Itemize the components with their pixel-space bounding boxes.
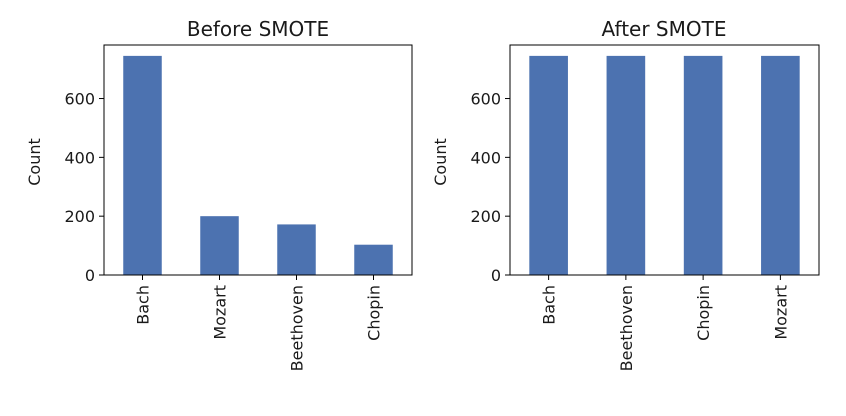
- bar-beethoven: [606, 55, 646, 275]
- axes-frame: [103, 44, 413, 276]
- bar-beethoven: [277, 224, 316, 275]
- y-tick-label: 0: [491, 266, 501, 285]
- chart-title: Before SMOTE: [187, 17, 329, 41]
- bar-chopin: [683, 55, 723, 275]
- x-tick-label: Chopin: [694, 285, 713, 341]
- y-tick-label: 0: [85, 266, 95, 285]
- x-tick-label: Mozart: [211, 285, 230, 340]
- y-tick-label: 600: [470, 90, 501, 109]
- bar-bach: [123, 55, 162, 275]
- chart-title: After SMOTE: [602, 17, 727, 41]
- x-tick-label: Bach: [134, 285, 153, 325]
- x-tick-label: Chopin: [365, 285, 384, 341]
- y-axis-label: Count: [25, 138, 44, 186]
- x-tick-label: Bach: [540, 285, 559, 325]
- plot-area: 0 200 400 600 Bach Mozart Beethoven Chopin: [64, 44, 413, 371]
- y-tick-label: 600: [64, 90, 95, 109]
- y-tick-label: 200: [64, 207, 95, 226]
- y-axis-label: Count: [431, 138, 450, 186]
- bar-mozart: [200, 216, 239, 275]
- chart-before-smote: Before SMOTE Count 0 200 400 600 Bach Mozart B…: [25, 17, 413, 371]
- y-tick-label: 400: [470, 148, 501, 167]
- x-tick-label: Beethoven: [288, 285, 307, 371]
- axes-frame: [509, 44, 820, 276]
- bar-mozart: [761, 55, 800, 275]
- x-tick-label: Beethoven: [617, 285, 636, 371]
- x-tick-label: Mozart: [771, 285, 790, 340]
- y-tick-label: 200: [470, 207, 501, 226]
- y-tick-label: 400: [64, 148, 95, 167]
- chart-after-smote: After SMOTE Count 0 200 400 600 Bach Beethove…: [431, 17, 820, 371]
- bar-bach: [529, 55, 568, 275]
- plot-area: 0 200 400 600 Bach Beethoven Chopin Mozart: [470, 44, 820, 371]
- bar-chopin: [354, 244, 393, 275]
